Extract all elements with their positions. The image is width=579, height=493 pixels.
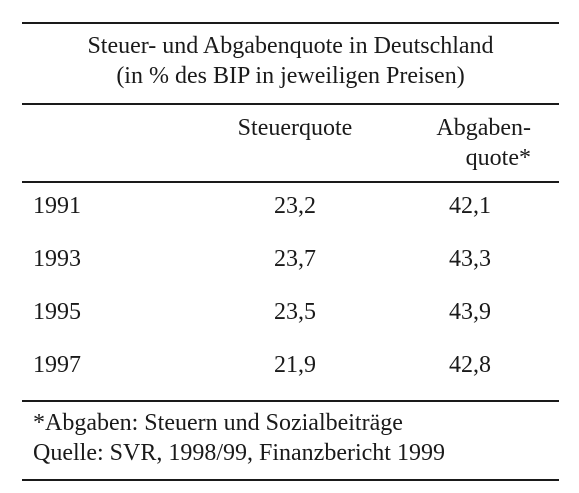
column-header-abgabenquote-line-1: Abgaben- <box>436 115 531 141</box>
table-row: 1991 23,2 42,1 <box>0 191 579 221</box>
column-header-abgabenquote: Abgaben- quote* <box>436 113 531 173</box>
top-rule <box>22 22 559 24</box>
table-row: 1993 23,7 43,3 <box>0 244 579 274</box>
body-rule <box>22 400 559 402</box>
row-abgabenquote: 43,9 <box>449 299 491 325</box>
row-steuerquote: 23,5 <box>274 299 316 325</box>
footnote-line-1: *Abgaben: Steuern und Sozialbeiträge <box>33 410 403 436</box>
row-abgabenquote: 43,3 <box>449 246 491 272</box>
row-steuerquote: 21,9 <box>274 352 316 378</box>
row-year: 1993 <box>33 246 81 272</box>
row-year: 1995 <box>33 299 81 325</box>
table-footnote: *Abgaben: Steuern und Sozialbeiträge Que… <box>33 408 559 468</box>
column-header-abgabenquote-line-2: quote* <box>465 145 531 171</box>
footnote-line-2: Quelle: SVR, 1998/99, Finanzbericht 1999 <box>33 440 445 466</box>
table-row: 1997 21,9 42,8 <box>0 350 579 380</box>
row-abgabenquote: 42,8 <box>449 352 491 378</box>
bottom-rule <box>22 479 559 481</box>
title-line-1: Steuer- und Abgabenquote in Deutschland <box>87 33 494 59</box>
row-year: 1997 <box>33 352 81 378</box>
header-rule <box>22 181 559 183</box>
row-steuerquote: 23,2 <box>274 193 316 219</box>
row-year: 1991 <box>33 193 81 219</box>
table-title: Steuer- und Abgabenquote in Deutschland … <box>22 31 559 91</box>
column-header-steuerquote-label: Steuerquote <box>237 115 353 141</box>
title-line-2: (in % des BIP in jeweiligen Preisen) <box>116 63 465 89</box>
row-abgabenquote: 42,1 <box>449 193 491 219</box>
table-row: 1995 23,5 43,9 <box>0 297 579 327</box>
column-header-steuerquote: Steuerquote <box>215 113 375 143</box>
title-rule <box>22 103 559 105</box>
row-steuerquote: 23,7 <box>274 246 316 272</box>
